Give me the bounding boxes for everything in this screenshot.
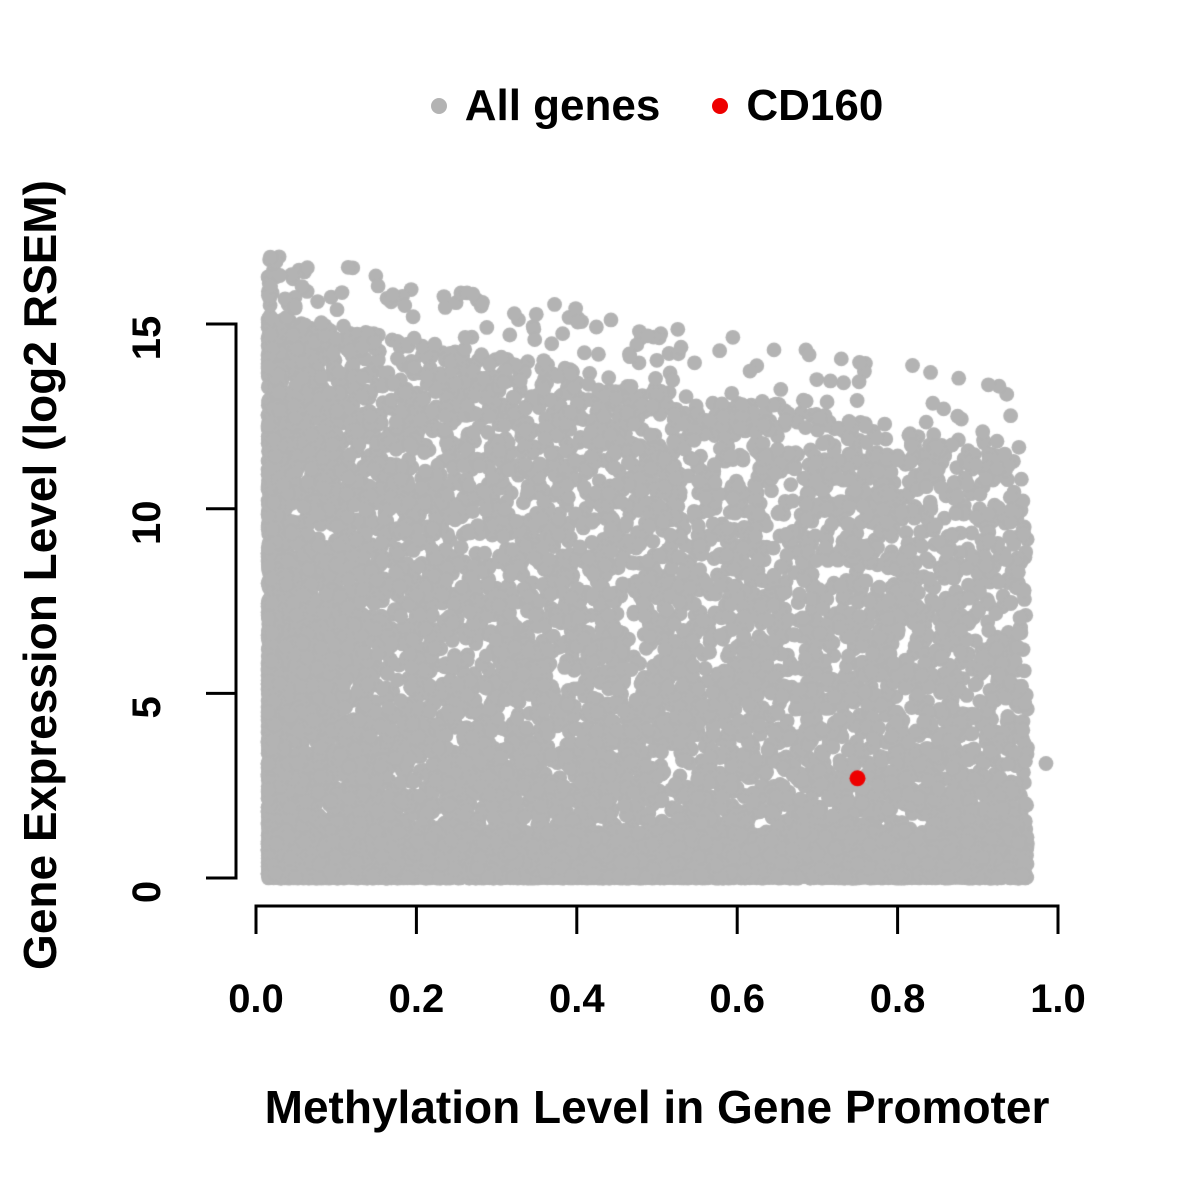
legend-item-cd160: CD160 [712,84,883,128]
legend-label-all-genes: All genes [464,81,661,130]
y-axis-tick-label: 15 [125,316,169,361]
legend: All genes CD160 [256,84,1058,128]
y-axis-tick-label: 5 [125,696,169,718]
cd160-marker-icon [712,98,729,114]
x-axis-tick-label: 0.8 [870,977,926,1021]
x-axis-tick-label: 0.6 [709,977,765,1021]
legend-item-all-genes: All genes [430,81,661,130]
y-axis-title: Gene Expression Level (log2 RSEM) [14,180,66,970]
x-axis-tick-label: 0.0 [228,977,284,1021]
all-genes-marker-icon [430,98,447,114]
y-axis-tick-label: 10 [125,500,169,545]
x-axis-tick-label: 0.4 [549,977,605,1021]
x-axis-tick-label: 1.0 [1030,977,1086,1021]
legend-label-cd160: CD160 [746,81,884,130]
y-axis-tick-label: 0 [125,881,169,903]
x-axis-tick-label: 0.2 [389,977,445,1021]
x-axis-title: Methylation Level in Gene Promoter [264,1081,1050,1133]
